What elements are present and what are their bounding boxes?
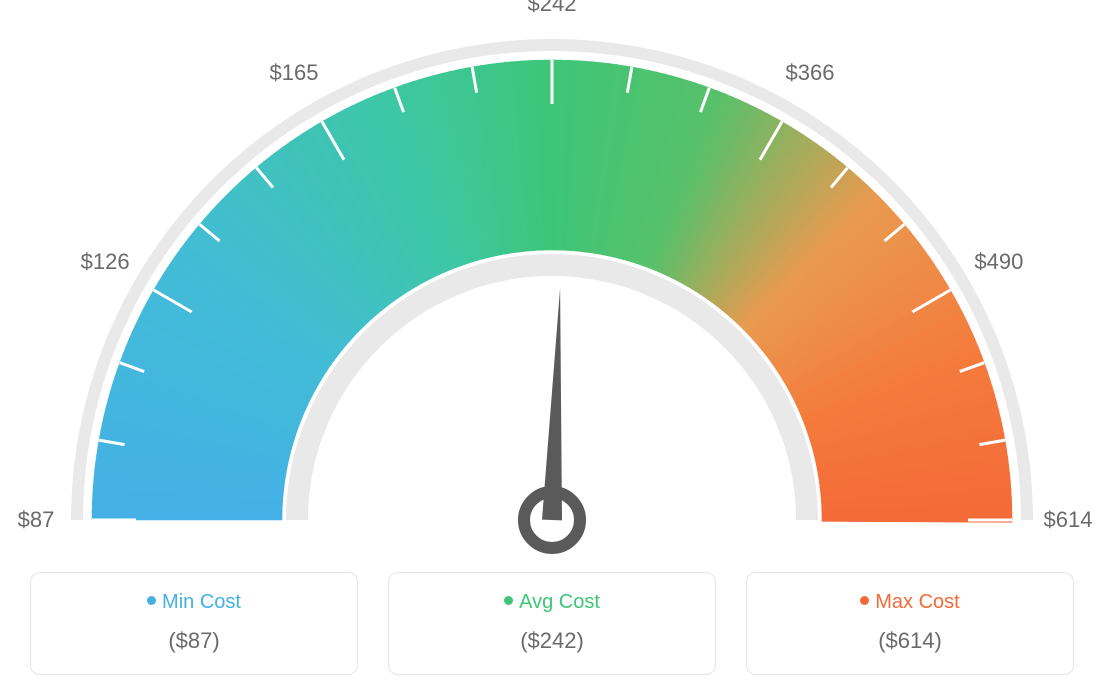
legend-card-label: Min Cost [162, 591, 241, 613]
tick-label: $165 [270, 60, 319, 86]
legend-card-title: Avg Cost [399, 591, 705, 614]
needle [524, 288, 580, 548]
tick-label: $366 [786, 60, 835, 86]
legend-card: Min Cost ($87) [30, 572, 358, 675]
legend-dot-icon [504, 596, 513, 605]
tick-label: $87 [18, 507, 55, 533]
tick-label: $614 [1044, 507, 1093, 533]
legend-card-label: Max Cost [875, 591, 959, 613]
legend-card-value: ($242) [399, 628, 705, 654]
tick-label: $126 [81, 249, 130, 275]
legend-card: Max Cost ($614) [746, 572, 1074, 675]
legend-card-value: ($87) [41, 628, 347, 654]
gauge-area: $87 $126 $165 $242 $366 $490 $614 [0, 0, 1104, 555]
legend-row: Min Cost ($87) Avg Cost ($242) Max Cost ($614… [0, 572, 1104, 675]
legend-card-value: ($614) [757, 628, 1063, 654]
legend-card-title: Max Cost [757, 591, 1063, 614]
legend-card-title: Min Cost [41, 591, 347, 614]
legend-dot-icon [860, 596, 869, 605]
legend-dot-icon [147, 596, 156, 605]
legend-card: Avg Cost ($242) [388, 572, 716, 675]
tick-label: $490 [974, 249, 1023, 275]
tick-label: $242 [528, 0, 577, 17]
cost-gauge-container: $87 $126 $165 $242 $366 $490 $614 Min Cost ($87… [0, 0, 1104, 690]
gauge-svg [0, 0, 1104, 555]
legend-card-label: Avg Cost [519, 591, 600, 613]
